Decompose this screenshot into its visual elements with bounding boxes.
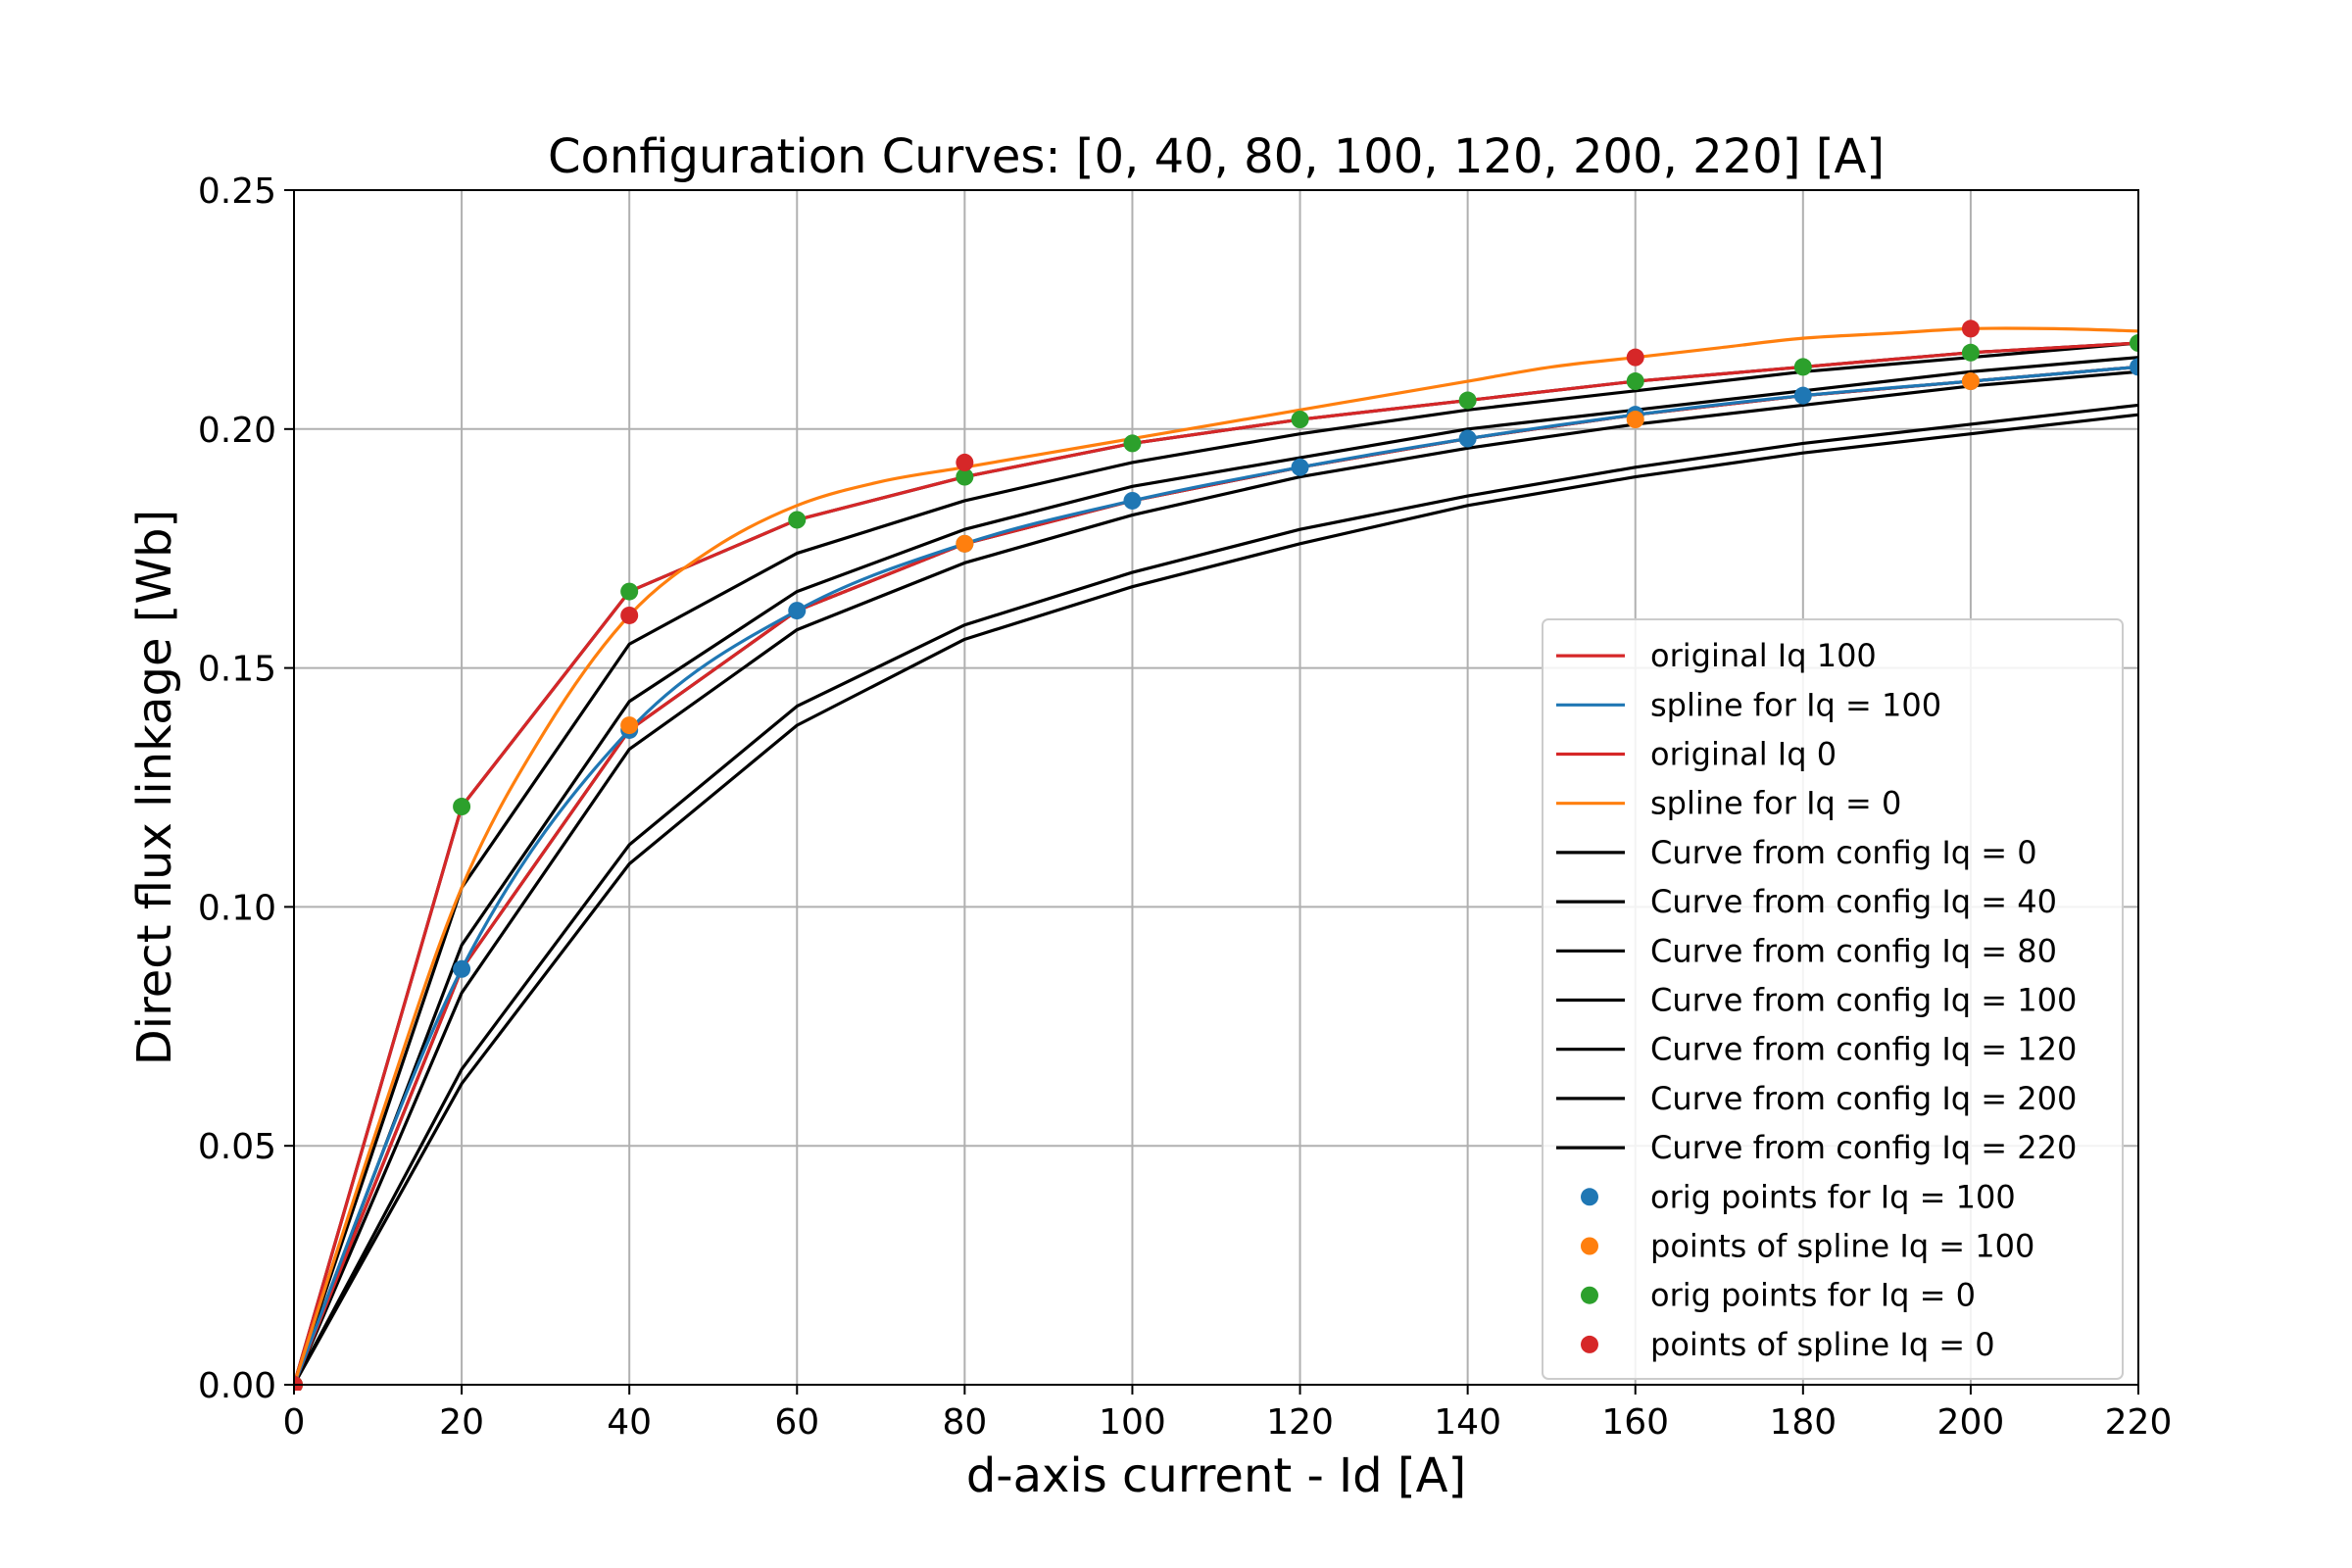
legend-label: points of spline Iq = 0	[1650, 1326, 1995, 1363]
legend-label: spline for Iq = 100	[1650, 686, 1941, 723]
x-tick-label: 20	[439, 1402, 484, 1443]
legend-label: Curve from config Iq = 100	[1650, 982, 2077, 1019]
scatter-point	[1626, 411, 1644, 429]
legend-box	[1542, 618, 2124, 1380]
scatter-point	[1123, 434, 1142, 453]
y-tick-label: 0.00	[198, 1366, 276, 1406]
scatter-point	[620, 582, 639, 601]
scatter-point	[453, 798, 471, 816]
legend-label: Curve from config Iq = 0	[1650, 834, 2037, 871]
legend-label: spline for Iq = 0	[1650, 785, 1901, 822]
scatter-point	[1961, 319, 1980, 338]
x-tick-label: 0	[283, 1402, 306, 1443]
scatter-point	[1793, 386, 1812, 405]
x-axis-title: d-axis current - Id [A]	[966, 1448, 1466, 1503]
legend: original Iq 100 spline for Iq = 100 origin…	[1542, 618, 2124, 1380]
y-tick-label: 0.05	[198, 1127, 276, 1167]
series-line	[294, 413, 2138, 1386]
legend-label: Curve from config Iq = 120	[1650, 1031, 2077, 1068]
legend-label: orig points for Iq = 0	[1650, 1277, 1976, 1314]
scatter-point	[1626, 348, 1644, 367]
legend-label: Curve from config Iq = 220	[1650, 1129, 2077, 1166]
scatter-point	[294, 1376, 303, 1391]
chart-title: Configuration Curves: [0, 40, 80, 100, 1…	[548, 129, 1885, 184]
x-tick-label: 180	[1769, 1402, 1837, 1443]
legend-label: orig points for Iq = 100	[1650, 1178, 2016, 1215]
x-tick-label: 220	[2105, 1402, 2173, 1443]
legend-marker	[1581, 1237, 1598, 1255]
legend-label: original Iq 100	[1650, 637, 1877, 674]
scatter-point	[788, 511, 807, 529]
series-line	[294, 341, 2138, 1386]
series-line	[294, 403, 2138, 1386]
scatter-point	[788, 602, 807, 620]
plot-frame	[293, 189, 2139, 1386]
legend-label: points of spline Iq = 100	[1650, 1228, 2034, 1265]
series-line	[294, 356, 2138, 1386]
scatter-point	[2130, 334, 2138, 353]
x-tick-label: 120	[1266, 1402, 1334, 1443]
axis-ticks: 0 20 40 60 80 100 120 140 160 180 200 220 0.00 0.05 0.…	[198, 172, 2173, 1443]
scatter-point	[620, 716, 639, 735]
scatter-point	[956, 467, 974, 486]
scatter-point	[1458, 429, 1477, 448]
legend-marker	[1581, 1335, 1598, 1353]
legend-label: Curve from config Iq = 200	[1650, 1080, 2077, 1117]
legend-label: Curve from config Iq = 40	[1650, 883, 2057, 920]
legend-label: Curve from config Iq = 80	[1650, 932, 2057, 969]
scatter-point	[1961, 372, 1980, 391]
y-axis-title: Direct flux linkage [Wb]	[127, 510, 182, 1065]
y-tick-label: 0.10	[198, 888, 276, 928]
scatter-point	[1123, 491, 1142, 510]
scatter-point	[956, 453, 974, 471]
plot-area	[294, 319, 2138, 1391]
series-line	[294, 341, 2138, 1386]
x-tick-label: 60	[774, 1402, 819, 1443]
scatter-point	[1626, 372, 1644, 391]
scatter-point	[1793, 358, 1812, 376]
scatter-point	[956, 534, 974, 553]
scatter-point	[2130, 358, 2138, 376]
scatter-point	[1291, 411, 1309, 429]
legend-marker	[1581, 1286, 1598, 1304]
x-tick-label: 80	[942, 1402, 987, 1443]
legend-label: original Iq 0	[1650, 736, 1837, 773]
x-tick-label: 40	[607, 1402, 652, 1443]
scatter-point	[1458, 391, 1477, 410]
scatter-point	[1961, 343, 1980, 362]
scatter-point	[1291, 458, 1309, 476]
x-tick-label: 140	[1434, 1402, 1501, 1443]
scatter-point	[453, 959, 471, 978]
legend-marker	[1581, 1188, 1598, 1206]
series-line	[294, 369, 2138, 1386]
y-tick-label: 0.15	[198, 650, 276, 690]
x-tick-label: 160	[1601, 1402, 1669, 1443]
y-tick-label: 0.25	[198, 172, 276, 212]
x-tick-label: 200	[1937, 1402, 2005, 1443]
y-tick-label: 0.20	[198, 411, 276, 451]
scatter-point	[620, 606, 639, 624]
x-tick-label: 100	[1099, 1402, 1166, 1443]
